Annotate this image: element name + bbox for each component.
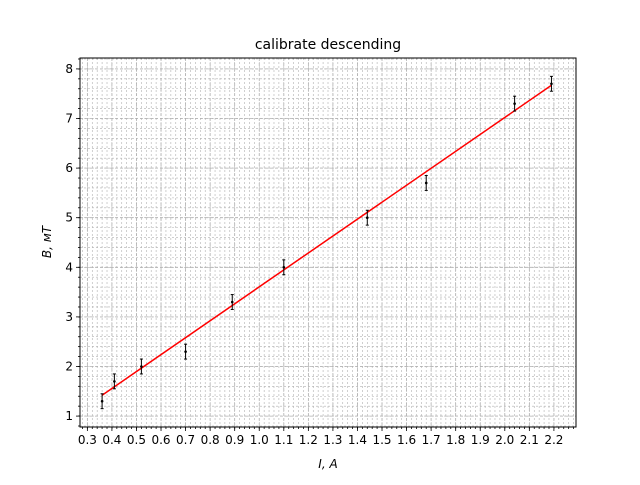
data-point: [282, 265, 286, 269]
data-point: [513, 102, 516, 105]
chart-title: calibrate descending: [255, 37, 401, 53]
y-axis-ticks: 1 2 3 4 5 6 7 8: [65, 58, 80, 427]
x-tick-label: 1.4: [348, 433, 367, 447]
data-point: [113, 380, 116, 383]
x-tick-label: 0.9: [225, 433, 244, 447]
y-tick-label: 6: [65, 161, 73, 175]
x-tick-label: 2.1: [520, 433, 539, 447]
data-point: [365, 216, 369, 220]
x-tick-label: 1.6: [397, 433, 416, 447]
fit-line: [101, 84, 552, 396]
x-axis-label: I, A: [318, 457, 337, 471]
data-point: [184, 350, 187, 353]
x-tick-label: 2.2: [544, 433, 563, 447]
grid: [80, 58, 576, 427]
x-tick-label: 1.5: [372, 433, 391, 447]
y-tick-label: 7: [65, 112, 73, 126]
x-tick-label: 1.7: [422, 433, 441, 447]
data-point: [140, 365, 143, 368]
x-tick-label: 1.1: [274, 433, 293, 447]
y-tick-label: 5: [65, 211, 73, 225]
y-tick-label: 4: [65, 260, 73, 274]
data-point: [550, 82, 553, 86]
x-tick-label: 1.9: [471, 433, 490, 447]
data-point: [100, 399, 104, 403]
x-tick-label: 2.0: [495, 433, 514, 447]
x-tick-label: 0.7: [176, 433, 195, 447]
data-point: [230, 300, 234, 304]
y-tick-label: 3: [65, 310, 73, 324]
x-tick-label: 1.8: [446, 433, 465, 447]
x-tick-label: 1.3: [323, 433, 342, 447]
x-axis-ticks: 0.3 0.4 0.5 0.6 0.7 0.8 0.9 1.0 1.1 1.2 1.3 1.4 1.5 1…: [78, 427, 574, 447]
y-tick-label: 8: [65, 62, 73, 76]
data-point: [424, 181, 428, 185]
y-tick-label: 2: [65, 359, 73, 373]
y-tick-label: 1: [65, 409, 73, 423]
data-points-layer: [100, 75, 553, 410]
x-tick-label: 1.0: [250, 433, 269, 447]
y-axis-label: B, мT: [40, 224, 54, 258]
fit-line-layer: [101, 84, 552, 396]
x-tick-label: 1.2: [299, 433, 318, 447]
x-tick-label: 0.3: [78, 433, 97, 447]
x-tick-label: 0.4: [102, 433, 121, 447]
x-tick-label: 0.8: [201, 433, 220, 447]
x-tick-label: 0.5: [127, 433, 146, 447]
x-tick-label: 0.6: [151, 433, 170, 447]
